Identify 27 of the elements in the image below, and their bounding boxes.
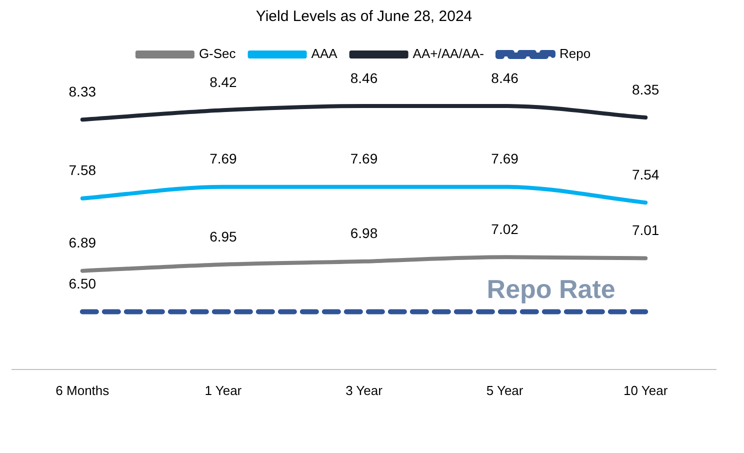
data-label: 8.35 [632,81,660,98]
data-label: 7.69 [210,150,238,167]
data-label: 7.54 [632,166,660,182]
data-label: 8.33 [68,83,96,100]
x-tick-label: 1 Year [204,382,242,398]
data-label: 8.42 [210,74,238,90]
data-label: 7.01 [632,222,660,238]
x-tick-label: 3 Year [346,382,384,398]
legend-label: Repo [559,46,591,62]
x-tick-label: 10 Year [624,382,668,398]
data-label: 6.89 [68,234,96,251]
annotation: Repo Rate [486,274,616,304]
data-label: 7.69 [350,150,378,167]
data-label: 6.98 [350,225,378,242]
data-label: 8.46 [491,70,519,86]
data-label: 7.58 [68,162,96,178]
data-label: 8.46 [350,70,378,86]
data-label: 6.50 [68,276,96,292]
chart-title: Yield Levels as of June 28, 2024 [256,8,472,26]
legend-label: AAA [311,46,338,62]
legend-label: G-Sec [198,46,236,62]
data-label: 6.95 [210,228,238,244]
data-label: 7.69 [491,150,519,167]
legend-label: AA+/AA/AA- [412,46,484,62]
x-tick-label: 5 Year [486,382,524,398]
data-label: 7.02 [491,221,519,238]
x-tick-label: 6 Months [56,382,110,398]
